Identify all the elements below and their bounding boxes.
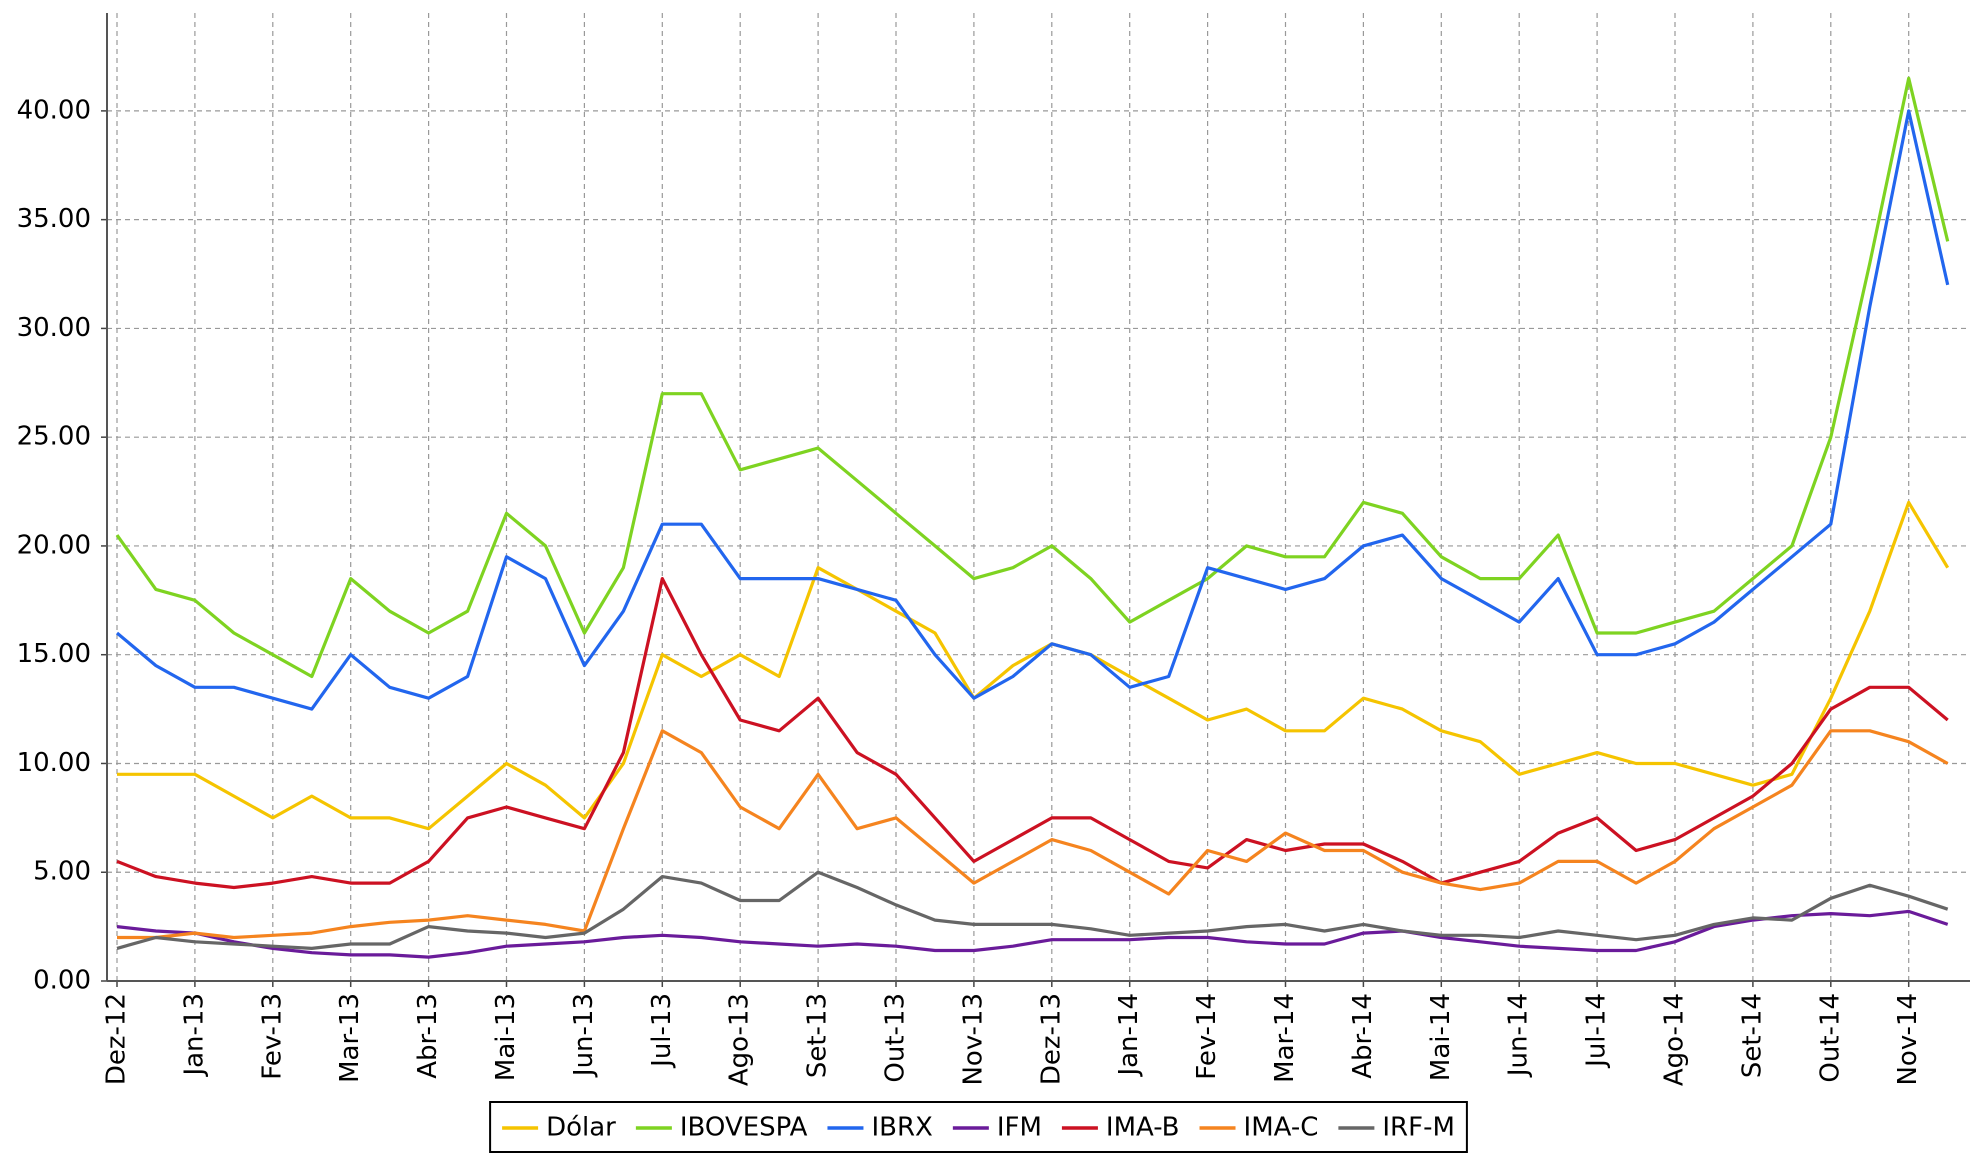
y-tick-label: 5.00 bbox=[33, 857, 91, 887]
x-tick-label: Out-14 bbox=[1815, 993, 1845, 1083]
legend-item: IMA-C bbox=[1199, 1113, 1319, 1143]
x-tick-label: Ago-14 bbox=[1660, 993, 1690, 1086]
x-tick-label: Mar-13 bbox=[335, 993, 365, 1083]
x-tick-label: Jan-14 bbox=[1114, 993, 1144, 1078]
series-line bbox=[115, 76, 1950, 679]
series-line bbox=[115, 109, 1950, 711]
x-tick-label: Mar-14 bbox=[1270, 993, 1300, 1083]
x-tick-label: Set-13 bbox=[803, 993, 833, 1078]
x-tick-label: Ago-13 bbox=[725, 993, 755, 1086]
legend-item: IMA-B bbox=[1061, 1113, 1180, 1143]
y-tick-label: 20.00 bbox=[17, 530, 91, 560]
x-tick-label: Jun-14 bbox=[1504, 993, 1534, 1078]
legend-label: IMA-C bbox=[1244, 1113, 1319, 1143]
legend-label: IBOVESPA bbox=[680, 1113, 808, 1143]
x-tick-label: Jul-14 bbox=[1582, 993, 1612, 1069]
legend-label: IBRX bbox=[871, 1113, 932, 1143]
legend-item: Dólar bbox=[502, 1113, 616, 1143]
x-tick-label: Fev-13 bbox=[257, 993, 287, 1080]
x-tick-label: Mai-13 bbox=[491, 993, 521, 1081]
legend-label: IMA-B bbox=[1106, 1113, 1180, 1143]
x-tick-label: Jul-13 bbox=[647, 993, 677, 1069]
legend-item: IBRX bbox=[827, 1113, 933, 1143]
series-line bbox=[116, 577, 1949, 890]
y-tick-label: 40.00 bbox=[17, 95, 91, 125]
x-tick-label: Fev-14 bbox=[1192, 993, 1222, 1080]
y-tick-label: 10.00 bbox=[17, 748, 91, 778]
legend-label: IFM bbox=[997, 1113, 1042, 1143]
x-tick-label: Jun-13 bbox=[569, 993, 599, 1078]
y-tick-label: 35.00 bbox=[17, 204, 91, 234]
x-tick-label: Nov-14 bbox=[1893, 993, 1923, 1086]
x-tick-label: Set-14 bbox=[1737, 993, 1767, 1078]
x-tick-label: Dez-12 bbox=[102, 993, 132, 1085]
y-tick-label: 0.00 bbox=[33, 966, 91, 996]
legend-item: IBOVESPA bbox=[635, 1113, 808, 1143]
x-tick-label: Dez-13 bbox=[1036, 993, 1066, 1085]
x-tick-label: Jan-13 bbox=[179, 993, 209, 1078]
series-line bbox=[117, 729, 1949, 940]
legend-label: IRF-M bbox=[1382, 1113, 1455, 1143]
legend-item: IFM bbox=[952, 1113, 1042, 1143]
series-line bbox=[116, 870, 1949, 950]
legend-item: IRF-M bbox=[1338, 1113, 1455, 1143]
legend-label: Dólar bbox=[546, 1113, 616, 1143]
x-tick-label: Abr-13 bbox=[413, 993, 443, 1079]
y-tick-label: 25.00 bbox=[17, 422, 91, 452]
x-tick-label: Nov-13 bbox=[958, 993, 988, 1086]
x-tick-label: Abr-14 bbox=[1348, 993, 1378, 1079]
series-line bbox=[117, 500, 1950, 831]
x-tick-label: Out-13 bbox=[881, 993, 911, 1083]
series-line bbox=[116, 909, 1949, 959]
y-tick-label: 15.00 bbox=[17, 639, 91, 669]
x-tick-label: Mai-14 bbox=[1426, 993, 1456, 1081]
legend: Dólar IBOVESPA IBRX IFM IMA-B IMA-C IRF-M bbox=[489, 1101, 1468, 1153]
y-tick-label: 30.00 bbox=[17, 313, 91, 343]
